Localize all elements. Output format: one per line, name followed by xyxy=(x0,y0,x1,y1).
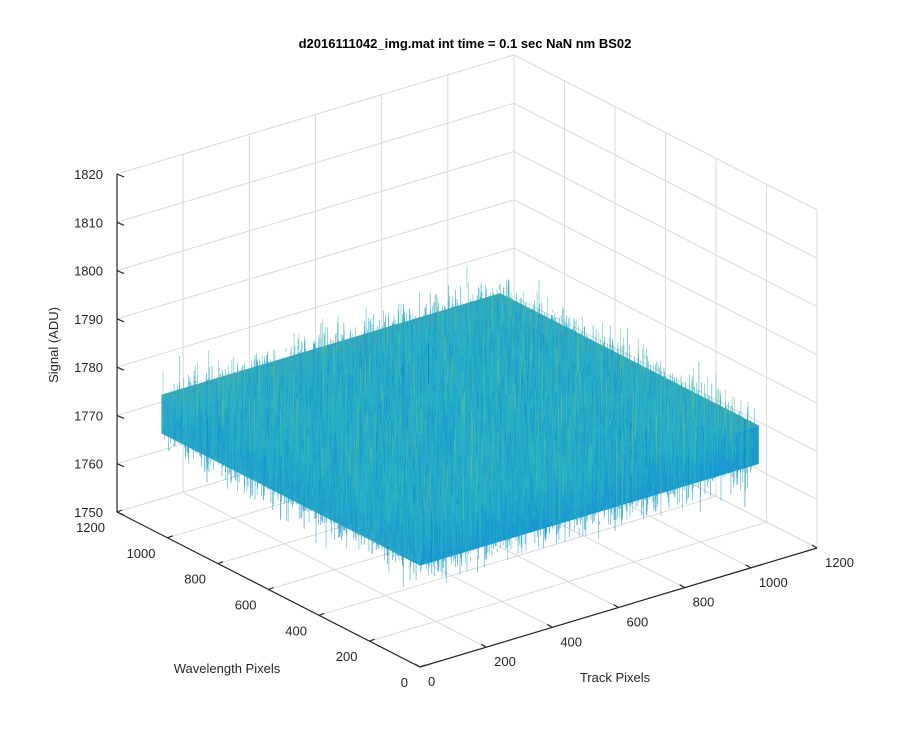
side-wall-grid-horizontal xyxy=(513,247,818,404)
side-wall-grid-horizontal xyxy=(513,102,818,259)
floor-grid-line-y xyxy=(369,521,767,642)
back-wall-grid-horizontal xyxy=(116,102,515,223)
back-wall-grid-horizontal xyxy=(116,199,515,320)
surface-plot xyxy=(161,265,759,588)
side-wall-grid-horizontal xyxy=(513,199,818,356)
floor-grid-line-y xyxy=(318,495,717,616)
side-wall-grid-horizontal xyxy=(513,151,818,308)
back-wall-grid-horizontal xyxy=(116,54,515,175)
chart-title: d2016111042_img.mat int time = 0.1 sec N… xyxy=(299,36,632,51)
back-wall-grid-horizontal xyxy=(116,151,515,272)
side-wall-grid-horizontal xyxy=(513,54,818,211)
back-wall-grid-horizontal xyxy=(116,247,515,368)
